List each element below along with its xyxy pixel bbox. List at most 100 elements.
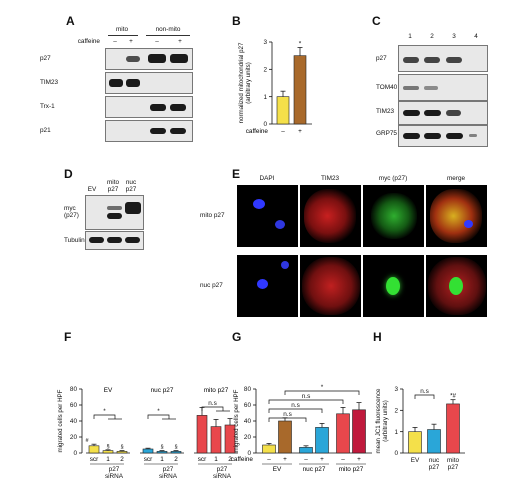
chart-f-x-tick-label: 2	[228, 456, 232, 463]
image-merge-mito-p27	[426, 185, 487, 247]
image-tim23-mito-p27	[300, 185, 361, 247]
blot-row-grp75	[398, 125, 488, 147]
chart-g-bar	[299, 447, 313, 454]
chart-b-y-tick-label: 2	[263, 67, 267, 74]
chart-g-bar	[352, 409, 366, 454]
chart-b-y-tick-label: 3	[263, 39, 267, 46]
chart-f-significance-bracket	[93, 414, 116, 419]
chart-f-significance-bracket	[147, 414, 170, 419]
chart-g-group-label: nuc p27	[303, 466, 326, 473]
chart-f-y-tick-label: 80	[70, 386, 78, 393]
chart-f-x-tick-label: scr	[198, 456, 207, 463]
chart-f-group-label: mito p27	[204, 387, 229, 394]
chart-g-y-tick-label: 0	[247, 450, 251, 457]
sign-lane-3: –	[155, 38, 159, 45]
chart-f-y-tick-label: 20	[70, 434, 78, 441]
chart-b-bar	[293, 55, 307, 125]
chart-h-bar	[446, 403, 460, 454]
chart-h-significance-label: n.s	[420, 388, 429, 395]
chart-g-bar	[315, 427, 329, 454]
image-myc-mito-p27	[363, 185, 424, 247]
chart-h-bar	[427, 429, 441, 454]
chart-g-significance-bracket	[284, 390, 360, 395]
chart-f-significance-label: *	[103, 408, 106, 415]
chart-g-bar	[262, 444, 276, 454]
chart-f-bar	[88, 445, 100, 454]
group-label-non-mito: non-mito	[155, 26, 181, 33]
row-label-p27: p27	[376, 55, 387, 62]
chart-h-x-tick-label: EV	[411, 457, 420, 464]
row-label-tubulin: Tubulin	[64, 237, 85, 244]
blot-row-tim23	[398, 101, 488, 125]
group-underline-mito	[108, 35, 138, 36]
image-merge-nuc-p27	[426, 255, 487, 317]
chart-f-group-bottom-label: p27 siRNA	[159, 466, 178, 480]
chart-f-significance-label: *	[157, 408, 160, 415]
chart-b-y-tick-label: 1	[263, 94, 267, 101]
chart-g-group-label: EV	[273, 466, 282, 473]
row-label-mito-p27: mito p27	[200, 212, 225, 219]
chart-g-significance-bracket	[268, 399, 344, 404]
chart-f-group-label: EV	[104, 387, 113, 394]
blot-row-tubulin	[85, 231, 144, 250]
chart-h-y-tick-label: 0	[394, 450, 398, 457]
chart-g-significance-bracket	[268, 417, 307, 422]
chart-f-mark: §	[174, 445, 177, 451]
chart-f-x-tick-label: 2	[174, 456, 178, 463]
chart-f-bar	[196, 415, 208, 454]
chart-g-significance-bracket	[268, 408, 323, 413]
row-label-p27: p27	[40, 55, 51, 62]
chart-f-bar	[170, 451, 182, 454]
column-label-myc-p27: myc (p27)	[378, 175, 408, 182]
chart-h-bar	[408, 431, 422, 454]
blot-row-p27	[105, 48, 193, 70]
chart-f-x-tick-label: 1	[160, 456, 164, 463]
chart-f-group-label: nuc p27	[151, 387, 174, 394]
chart-f-y-axis-label: migrated cells per HPF	[57, 389, 64, 452]
group-label-mito: mito	[115, 26, 129, 33]
lane-label-4: 4	[474, 33, 478, 40]
sign-lane-2: +	[129, 38, 133, 45]
panel-label-f: F	[64, 330, 72, 344]
chart-b-y-tick-label: 0	[263, 121, 267, 128]
chart-f-y-tick-label: 0	[73, 450, 77, 457]
row-label-tom40: TOM40	[376, 84, 398, 91]
panel-label-e: E	[232, 167, 241, 181]
chart-f: 0 20 40 60 80 migrated cells per HPF # scr § 1 § 2 E…	[57, 386, 238, 480]
chart-f-mark: #	[85, 438, 89, 444]
chart-f-bar	[116, 451, 128, 454]
chart-g-significance-label: n.s	[291, 402, 300, 409]
row-label-myc-p27: myc (p27)	[64, 205, 79, 220]
chart-g-row-label: caffeine	[231, 456, 254, 463]
chart-f-group-bottom-label: p27 siRNA	[105, 466, 124, 480]
chart-h-y-axis-label: mean JC1 fluorescence(arbitrary units)	[375, 388, 389, 454]
chart-h-annotation: *#	[450, 393, 456, 400]
chart-f-bar	[102, 450, 114, 454]
lane-label-2: 2	[430, 33, 434, 40]
row-label-trx1: Trx-1	[40, 103, 55, 110]
chart-g-bar	[336, 413, 350, 454]
chart-f-bar	[210, 426, 222, 454]
blot-row-trx1	[105, 96, 193, 118]
chart-h-y-tick-label: 1	[394, 429, 398, 436]
column-label-dapi: DAPI	[259, 175, 275, 182]
sign-lane-4: +	[178, 38, 182, 45]
chart-g-x-tick-label: +	[320, 456, 324, 463]
chart-b-row-label: caffeine	[246, 128, 269, 135]
chart-b-bar	[276, 96, 290, 125]
chart-f-x-tick-label: 1	[214, 456, 218, 463]
chart-g-y-tick-label: 20	[244, 434, 252, 441]
chart-b-x-tick-label: +	[298, 128, 302, 135]
column-label-tim23: TIM23	[320, 175, 340, 182]
chart-h: 0 1 2 3 mean JC1 fluorescence(arbitrary unit…	[375, 386, 465, 471]
row-label-tim23: TIM23	[376, 108, 395, 115]
group-underline-non-mito	[146, 35, 190, 36]
chart-h-significance-bracket	[414, 394, 435, 399]
panel-label-g: G	[232, 330, 242, 344]
blot-row-tom40	[398, 74, 488, 101]
chart-f-y-tick-label: 60	[70, 402, 78, 409]
row-label-tim23: TIM23	[40, 79, 59, 86]
lane-label-mito-p27: mito p27	[106, 179, 120, 194]
caffeine-label: caffeine	[77, 38, 100, 45]
